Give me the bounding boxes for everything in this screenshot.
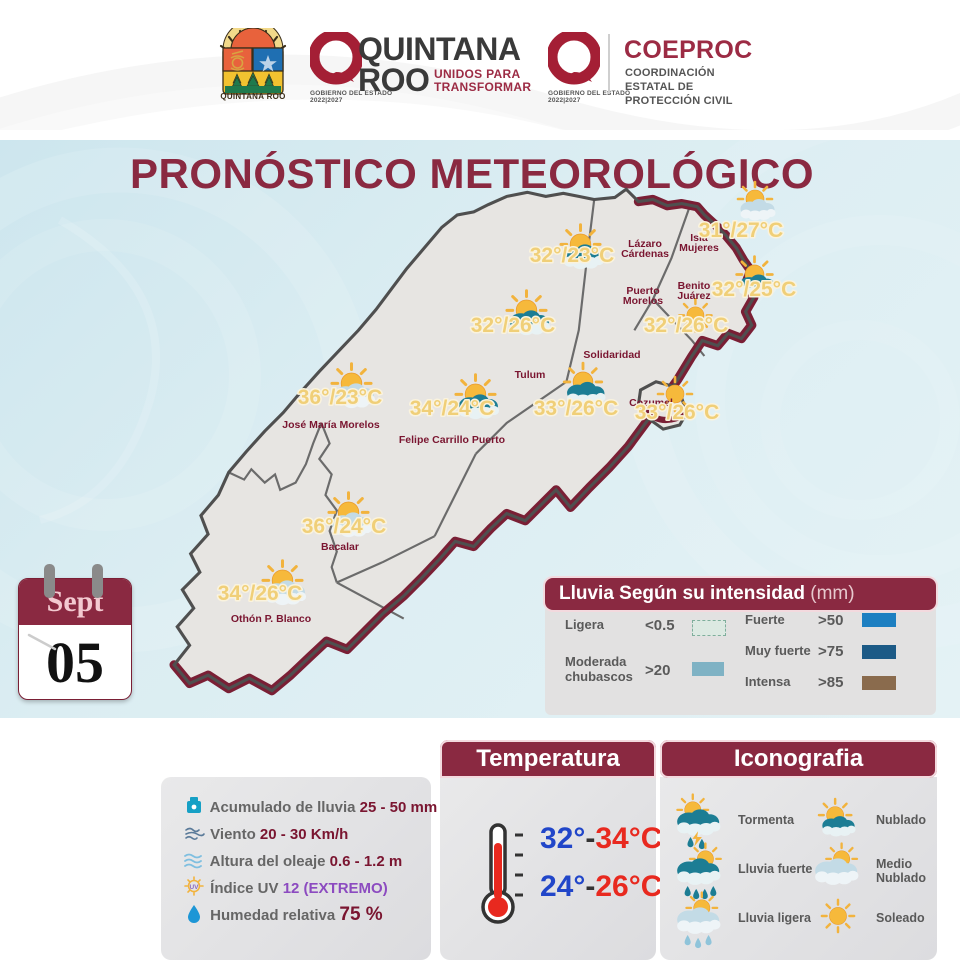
svg-text:36°/23°C: 36°/23°C [298, 386, 383, 409]
svg-text:Othón P. Blanco: Othón P. Blanco [231, 613, 311, 625]
svg-text:31°/27°C: 31°/27°C [699, 219, 784, 242]
svg-text:Cárdenas: Cárdenas [621, 248, 669, 260]
svg-text:33°/26°C: 33°/26°C [534, 397, 619, 420]
svg-text:36°/24°C: 36°/24°C [302, 515, 387, 538]
svg-text:Juárez: Juárez [677, 290, 710, 302]
svg-text:32°/23°C: 32°/23°C [530, 244, 615, 267]
svg-text:32°/26°C: 32°/26°C [471, 314, 556, 337]
svg-text:32°/25°C: 32°/25°C [712, 278, 797, 301]
svg-text:Felipe Carrillo Puerto: Felipe Carrillo Puerto [399, 434, 505, 446]
svg-text:Morelos: Morelos [623, 295, 663, 307]
svg-text:Mujeres: Mujeres [679, 242, 719, 254]
svg-text:José María Morelos: José María Morelos [282, 419, 380, 431]
svg-text:32°/26°C: 32°/26°C [644, 314, 729, 337]
svg-text:34°/26°C: 34°/26°C [218, 582, 303, 605]
svg-text:Tulum: Tulum [515, 369, 546, 381]
svg-text:Bacalar: Bacalar [321, 541, 359, 553]
svg-text:Solidaridad: Solidaridad [583, 349, 640, 361]
svg-text:34°/24°C: 34°/24°C [410, 397, 495, 420]
svg-text:33°/26°C: 33°/26°C [635, 401, 720, 424]
